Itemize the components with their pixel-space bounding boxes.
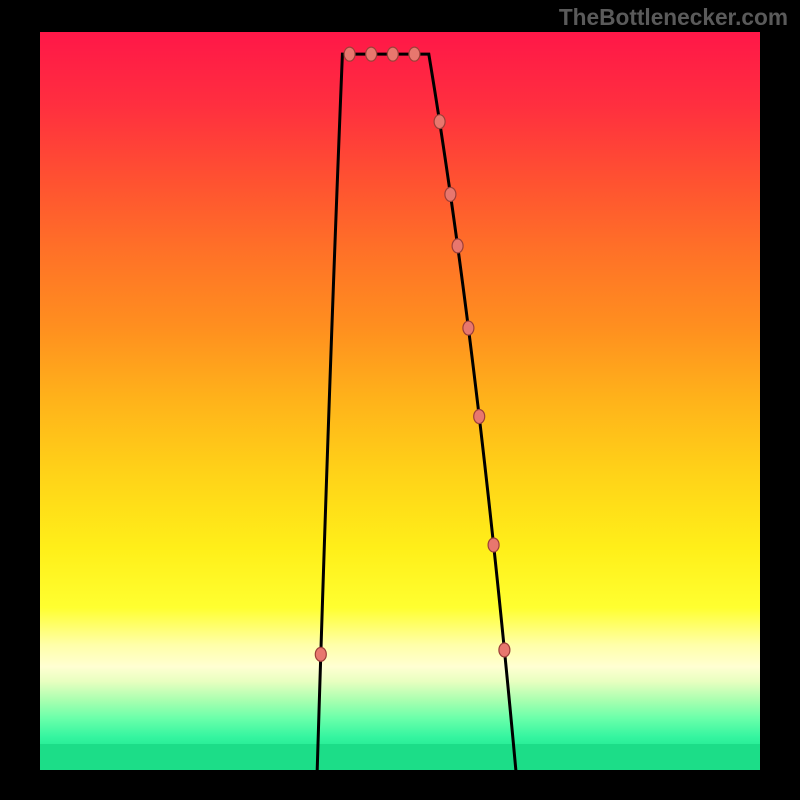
marker-valley-1 xyxy=(366,47,377,61)
marker-right-5 xyxy=(488,538,499,552)
marker-right-0 xyxy=(434,115,445,129)
bottleneck-curve xyxy=(72,54,760,770)
marker-valley-3 xyxy=(409,47,420,61)
watermark-text: TheBottlenecker.com xyxy=(559,4,788,31)
marker-right-4 xyxy=(474,410,485,424)
curve-layer xyxy=(40,32,760,770)
marker-right-6 xyxy=(499,643,510,657)
marker-right-2 xyxy=(452,239,463,253)
marker-valley-0 xyxy=(344,47,355,61)
marker-left-6 xyxy=(315,647,326,661)
marker-right-3 xyxy=(463,321,474,335)
marker-valley-2 xyxy=(387,47,398,61)
plot-area xyxy=(40,32,760,770)
marker-right-1 xyxy=(445,187,456,201)
